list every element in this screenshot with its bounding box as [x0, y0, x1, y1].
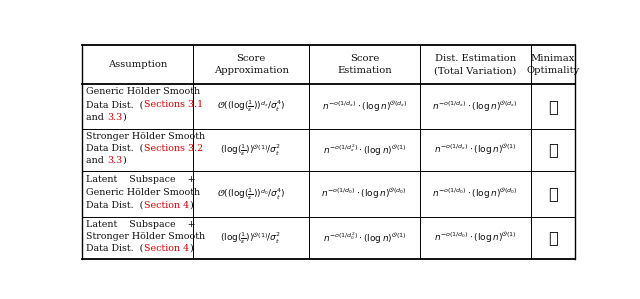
- Text: ✔: ✔: [548, 141, 558, 158]
- Text: and: and: [86, 156, 108, 165]
- Text: ✘: ✘: [548, 185, 558, 202]
- Text: 3.3: 3.3: [108, 113, 123, 122]
- Text: Section 4: Section 4: [144, 201, 189, 210]
- Text: Sections 3.1: Sections 3.1: [144, 100, 203, 109]
- Text: Minimax
Optimality: Minimax Optimality: [526, 54, 579, 75]
- Text: Sections 3.2: Sections 3.2: [144, 144, 203, 153]
- Text: Data Dist.  (: Data Dist. (: [86, 244, 144, 253]
- Text: Assumption: Assumption: [108, 60, 168, 69]
- Text: Latent    Subspace    +: Latent Subspace +: [86, 219, 196, 228]
- Text: ): ): [123, 156, 126, 165]
- Text: 3.3: 3.3: [108, 156, 123, 165]
- Text: $n^{-o(1/d_0)} \cdot (\log n)^{\mathcal{O}(1)}$: $n^{-o(1/d_0)} \cdot (\log n)^{\mathcal{…: [434, 231, 516, 245]
- Text: ): ): [123, 113, 126, 122]
- Text: Section 4: Section 4: [144, 244, 189, 253]
- Text: Data Dist.  (: Data Dist. (: [86, 100, 144, 109]
- Text: $\mathcal{O}((\log(\frac{1}{\epsilon}))^{d_x}/\sigma_t^4)$: $\mathcal{O}((\log(\frac{1}{\epsilon}))^…: [217, 99, 285, 114]
- Text: Generic Hölder Smooth: Generic Hölder Smooth: [86, 187, 200, 196]
- Text: Generic Hölder Smooth: Generic Hölder Smooth: [86, 87, 200, 97]
- Text: Data Dist.  (: Data Dist. (: [86, 144, 144, 153]
- Text: $(\log(\frac{1}{\epsilon}))^{\mathcal{O}(1)}/\sigma_t^2$: $(\log(\frac{1}{\epsilon}))^{\mathcal{O}…: [221, 142, 282, 158]
- Text: Data Dist.  (: Data Dist. (: [86, 201, 144, 210]
- Text: ): ): [189, 201, 193, 210]
- Text: ✔: ✔: [548, 230, 558, 246]
- Text: Score
Estimation: Score Estimation: [337, 54, 392, 75]
- Text: Dist. Estimation
(Total Variation): Dist. Estimation (Total Variation): [434, 54, 516, 75]
- Text: ): ): [189, 244, 193, 253]
- Text: $n^{-o(1/d_0)} \cdot (\log n)^{\mathcal{O}(d_0)}$: $n^{-o(1/d_0)} \cdot (\log n)^{\mathcal{…: [321, 187, 408, 201]
- Text: Stronger Hölder Smooth: Stronger Hölder Smooth: [86, 232, 205, 241]
- Text: and: and: [86, 113, 108, 122]
- Text: $n^{-o(1/d_x^2)} \cdot (\log n)^{\mathcal{O}(1)}$: $n^{-o(1/d_x^2)} \cdot (\log n)^{\mathca…: [323, 142, 406, 158]
- Text: $n^{-o(1/d_x)} \cdot (\log n)^{\mathcal{O}(d_x)}$: $n^{-o(1/d_x)} \cdot (\log n)^{\mathcal{…: [433, 99, 518, 114]
- Text: $n^{-o(1/d_x)} \cdot (\log n)^{\mathcal{O}(d_x)}$: $n^{-o(1/d_x)} \cdot (\log n)^{\mathcal{…: [322, 99, 407, 114]
- Text: Stronger Hölder Smooth: Stronger Hölder Smooth: [86, 132, 205, 141]
- Text: $\mathcal{O}((\log(\frac{1}{\epsilon}))^{d_0}/\sigma_t^4)$: $\mathcal{O}((\log(\frac{1}{\epsilon}))^…: [217, 186, 285, 202]
- Text: $n^{-o(1/d_0)} \cdot (\log n)^{\mathcal{O}(d_0)}$: $n^{-o(1/d_0)} \cdot (\log n)^{\mathcal{…: [432, 187, 518, 201]
- Text: Score
Approximation: Score Approximation: [214, 54, 289, 75]
- Text: $n^{-o(1/d_0^2)} \cdot (\log n)^{\mathcal{O}(1)}$: $n^{-o(1/d_0^2)} \cdot (\log n)^{\mathca…: [323, 230, 406, 246]
- Text: ✘: ✘: [548, 98, 558, 115]
- Text: $(\log(\frac{1}{\epsilon}))^{\mathcal{O}(1)}/\sigma_t^2$: $(\log(\frac{1}{\epsilon}))^{\mathcal{O}…: [221, 231, 282, 245]
- Text: $n^{-o(1/d_x)} \cdot (\log n)^{\mathcal{O}(1)}$: $n^{-o(1/d_x)} \cdot (\log n)^{\mathcal{…: [434, 143, 516, 157]
- Text: Latent    Subspace    +: Latent Subspace +: [86, 175, 196, 184]
